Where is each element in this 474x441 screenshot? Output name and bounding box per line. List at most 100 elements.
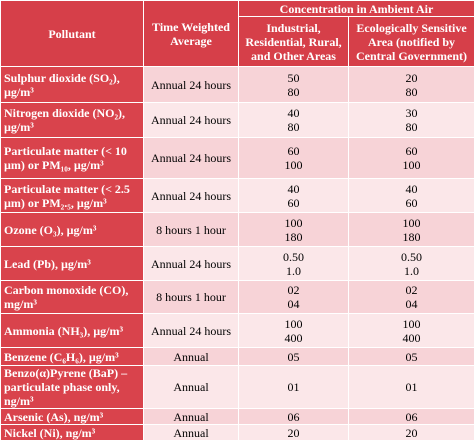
- value: 400: [242, 331, 345, 345]
- time-cell: Annual 24 hours: [144, 179, 239, 213]
- value: 04: [352, 297, 471, 311]
- ecological-cell: 20: [349, 425, 474, 441]
- value: 40: [352, 182, 471, 196]
- value: 80: [352, 85, 471, 99]
- value: 100: [242, 317, 345, 331]
- industrial-cell: 05: [239, 348, 349, 366]
- value: 100: [242, 158, 345, 172]
- table-row: Benzo(α)Pyrene (BaP) – particulate phase…: [1, 366, 474, 409]
- value: 80: [352, 120, 471, 134]
- value: 80: [242, 120, 345, 134]
- industrial-cell: 06: [239, 409, 349, 425]
- value: 100: [242, 216, 345, 230]
- value: 05: [352, 350, 471, 364]
- pollutant-cell: Arsenic (As), ng/m³: [1, 409, 144, 425]
- time-cell: Annual: [144, 348, 239, 366]
- value: 60: [242, 196, 345, 210]
- value: 100: [352, 317, 471, 331]
- time-cell: Annual 24 hours: [144, 247, 239, 281]
- ecological-cell: 05: [349, 348, 474, 366]
- pollutant-cell: Sulphur dioxide (SO₂), µg/m³: [1, 67, 144, 103]
- value: 40: [242, 106, 345, 120]
- value: 100: [352, 158, 471, 172]
- pollutant-cell: Ammonia (NH₃), µg/m³: [1, 314, 144, 348]
- value: 30: [352, 106, 471, 120]
- value: 02: [242, 283, 345, 297]
- value: 180: [352, 230, 471, 244]
- time-cell: Annual 24 hours: [144, 67, 239, 103]
- value: 0.50: [242, 250, 345, 264]
- value: 0.50: [352, 250, 471, 264]
- value: 60: [352, 144, 471, 158]
- time-cell: Annual 24 hours: [144, 138, 239, 179]
- table-row: Particulate matter (< 2.5 µm) or PM₂.₅, …: [1, 179, 474, 213]
- pollutant-cell: Ozone (O₃), µg/m³: [1, 213, 144, 247]
- value: 04: [242, 297, 345, 311]
- header-ecological: Ecologically Sensitive Area (notified by…: [349, 17, 474, 67]
- time-cell: Annual: [144, 366, 239, 409]
- pollutant-cell: Carbon monoxide (CO), mg/m³: [1, 281, 144, 314]
- value: 06: [352, 410, 471, 424]
- value: 05: [242, 350, 345, 364]
- industrial-cell: 01: [239, 366, 349, 409]
- value: 100: [352, 216, 471, 230]
- time-cell: Annual 24 hours: [144, 314, 239, 348]
- value: 60: [352, 196, 471, 210]
- pollutant-cell: Nitrogen dioxide (NO₂), µg/m³: [1, 103, 144, 138]
- value: 1.0: [242, 264, 345, 278]
- ecological-cell: 06: [349, 409, 474, 425]
- value: 50: [242, 71, 345, 85]
- pollutant-cell: Lead (Pb), µg/m³: [1, 247, 144, 281]
- value: 180: [242, 230, 345, 244]
- header-time: Time Weighted Average: [144, 1, 239, 67]
- value: 40: [242, 182, 345, 196]
- value: 06: [242, 410, 345, 424]
- pollutant-cell: Particulate matter (< 2.5 µm) or PM₂.₅, …: [1, 179, 144, 213]
- value: 80: [242, 85, 345, 99]
- ecological-cell: 01: [349, 366, 474, 409]
- pollutant-cell: Nickel (Ni), ng/m³: [1, 425, 144, 441]
- header-concentration: Concentration in Ambient Air: [239, 1, 474, 17]
- value: 400: [352, 331, 471, 345]
- pollutant-cell: Benzene (C₆H₆), µg/m³: [1, 348, 144, 366]
- value: 20: [352, 426, 471, 440]
- table-row: Particulate matter (< 10 µm) or PM₁₀, µg…: [1, 138, 474, 179]
- time-cell: Annual 24 hours: [144, 103, 239, 138]
- value: 1.0: [352, 264, 471, 278]
- time-cell: Annual: [144, 409, 239, 425]
- industrial-cell: 20: [239, 425, 349, 441]
- pollutant-cell: Particulate matter (< 10 µm) or PM₁₀, µg…: [1, 138, 144, 179]
- value: 02: [352, 283, 471, 297]
- header-pollutant: Pollutant: [1, 1, 144, 67]
- value: 01: [242, 380, 345, 394]
- pollutant-cell: Benzo(α)Pyrene (BaP) – particulate phase…: [1, 366, 144, 409]
- time-cell: Annual: [144, 425, 239, 441]
